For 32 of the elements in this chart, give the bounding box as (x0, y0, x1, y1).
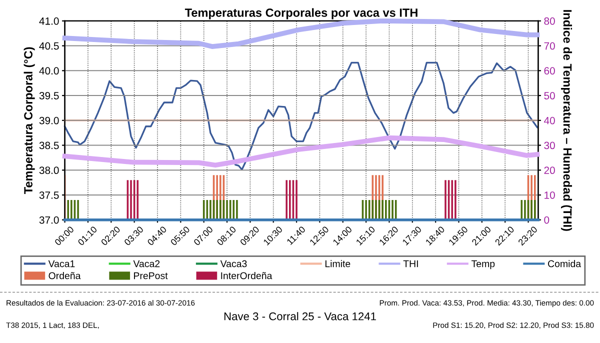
legend-label: Vaca1 (48, 260, 75, 268)
legend-label: Vaca2 (133, 260, 160, 268)
legend-label: PrePost (134, 272, 168, 280)
y-tick-label: 41.0 (39, 17, 59, 25)
legend-label: THI (403, 260, 418, 268)
y-tick-label: 40.5 (39, 42, 59, 50)
y-tick-label: 39.5 (39, 92, 59, 100)
y-tick-label: 39.0 (39, 116, 59, 124)
y2-tick-label: 60 (544, 67, 555, 75)
legend-label: Temp (471, 260, 495, 270)
y2-tick-label: 20 (544, 166, 555, 174)
y2-axis-title: Indice de Temperatura – Humedad (THI) (561, 10, 572, 231)
y-tick-label: 38.5 (39, 142, 59, 150)
y2-tick-label: 80 (544, 17, 555, 25)
y2-tick-label: 0 (544, 216, 550, 224)
y-tick-label: 38.0 (39, 166, 59, 174)
y2-tick-label: 10 (544, 191, 555, 199)
legend-label: Limite (325, 260, 350, 268)
legend-label: InterOrdeña (221, 272, 272, 280)
y2-tick-label: 40 (544, 116, 555, 124)
y2-tick-label: 50 (544, 92, 555, 100)
y-axis-title: Temperatura Corporal (°C) (24, 47, 35, 194)
text: Nave 3 - Corral 25 - Vaca 1241 (224, 312, 376, 320)
legend-label: Vaca3 (220, 260, 247, 268)
y-tick-label: 37.5 (39, 191, 59, 199)
legend-label: Ordeña (48, 272, 81, 280)
chart-title: Temperaturas Corporales por vaca vs ITH (184, 8, 418, 20)
y-tick-label: 37.0 (39, 216, 59, 224)
y2-tick-label: 30 (544, 142, 555, 150)
y2-tick-label: 70 (544, 42, 555, 50)
y-tick-label: 40.0 (39, 67, 59, 75)
legend-label: Comida (548, 260, 582, 268)
